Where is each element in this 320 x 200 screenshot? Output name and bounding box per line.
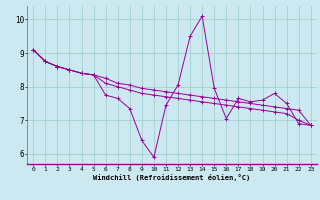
X-axis label: Windchill (Refroidissement éolien,°C): Windchill (Refroidissement éolien,°C) bbox=[93, 174, 251, 181]
